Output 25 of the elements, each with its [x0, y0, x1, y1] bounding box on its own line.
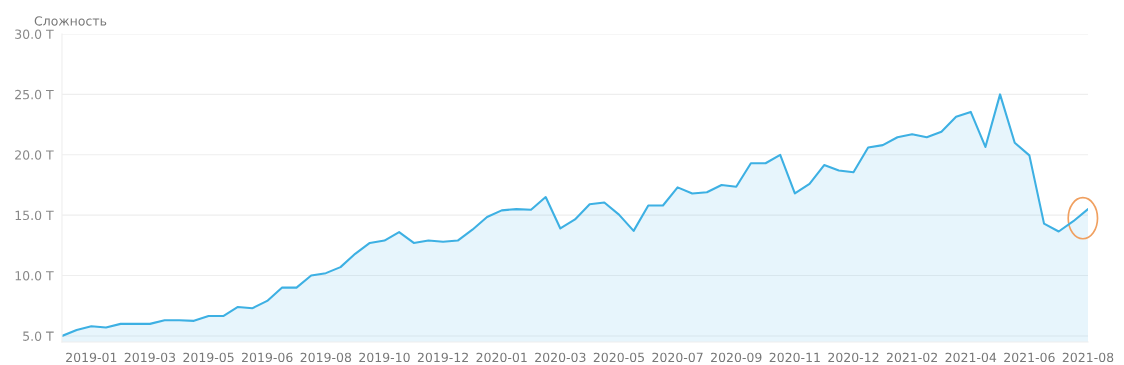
- x-tick-label: 2021-08: [1062, 352, 1114, 363]
- x-tick-label: 2020-12: [828, 352, 879, 363]
- x-tick-label: 2020-03: [535, 352, 586, 363]
- y-axis-title: Сложность: [34, 16, 107, 26]
- x-tick-label: 2021-02: [886, 352, 937, 363]
- x-tick-label: 2020-07: [652, 352, 703, 363]
- x-tick-label: 2019-10: [359, 352, 410, 363]
- x-tick-label: 2021-04: [945, 352, 997, 363]
- x-tick-label: 2019-12: [417, 352, 468, 363]
- x-tick-label: 2020-11: [769, 352, 820, 363]
- y-tick-label: 10.0 T: [15, 271, 54, 281]
- y-tick-label: 20.0 T: [15, 150, 54, 160]
- y-tick-label: 30.0 T: [15, 29, 54, 39]
- x-tick-label: 2019-01: [66, 352, 117, 363]
- x-tick-label: 2021-06: [1004, 352, 1055, 363]
- x-tick-label: 2019-08: [300, 352, 352, 363]
- x-tick-label: 2019-03: [124, 352, 176, 363]
- x-tick-label: 2020-09: [711, 352, 762, 363]
- y-tick-label: 5.0 T: [23, 331, 54, 341]
- x-tick-label: 2020-01: [476, 352, 527, 363]
- x-tick-label: 2020-05: [593, 352, 644, 363]
- x-tick-label: 2019-06: [242, 352, 293, 363]
- y-tick-label: 15.0 T: [15, 210, 54, 221]
- x-tick-label: 2019-05: [183, 352, 234, 363]
- y-tick-label: 25.0 T: [15, 89, 54, 100]
